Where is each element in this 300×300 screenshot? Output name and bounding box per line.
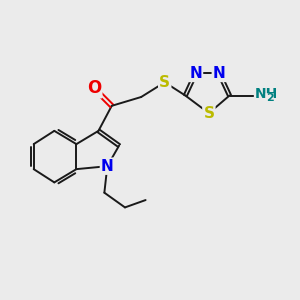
Text: N: N — [213, 66, 226, 81]
Text: S: S — [203, 106, 214, 121]
Text: N: N — [101, 159, 114, 174]
Text: N: N — [189, 66, 202, 81]
Text: O: O — [87, 79, 101, 97]
Text: S: S — [159, 75, 170, 90]
Text: 2: 2 — [266, 94, 274, 103]
Text: NH: NH — [254, 87, 278, 101]
